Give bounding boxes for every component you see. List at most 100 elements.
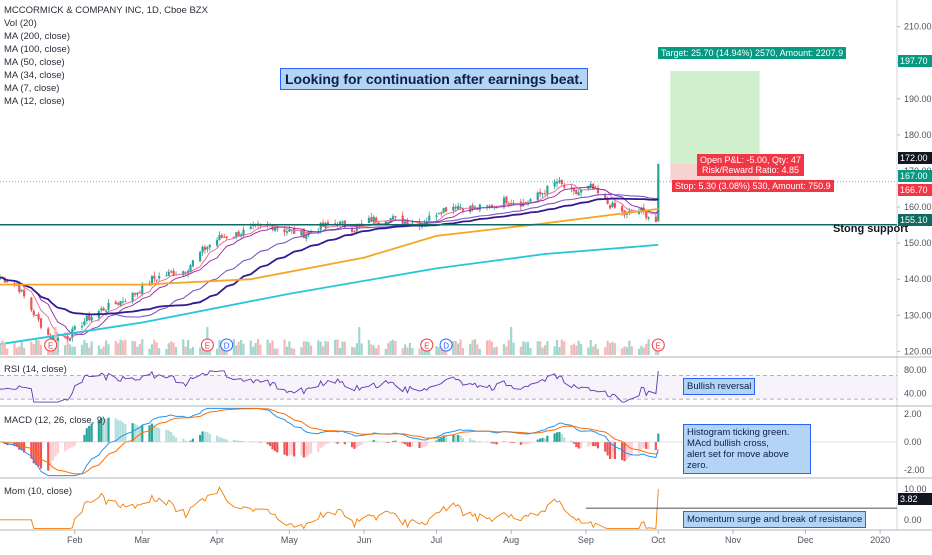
macd-histogram-bar [283, 442, 285, 455]
candle-body [575, 190, 577, 194]
candle-body [250, 227, 252, 229]
volume-bar [469, 344, 471, 355]
volume-bar [327, 342, 329, 355]
indicator-ma200[interactable]: MA (200, close) [4, 30, 208, 43]
volume-bar [324, 341, 326, 355]
macd-histogram-bar [47, 442, 49, 471]
price-tick-label-6: 180.00 [904, 130, 932, 140]
volume-bar [479, 349, 481, 355]
macd-histogram-bar [209, 434, 211, 442]
mom-annotation[interactable]: Momentum surge and break of resistance [683, 511, 866, 528]
volume-bar [375, 348, 377, 355]
volume-bar [626, 347, 628, 355]
candle-body [505, 197, 507, 204]
volume-bar [250, 341, 252, 355]
volume-bar [493, 348, 495, 355]
event-marker-letter: E [656, 342, 661, 351]
candle-body [392, 216, 394, 219]
rsi-pane-title[interactable]: RSI (14, close) [4, 364, 67, 375]
target-tag[interactable]: Target: 25.70 (14.94%) 2570, Amount: 220… [658, 47, 846, 59]
ma34-line [0, 194, 658, 317]
indicator-ma50[interactable]: MA (50, close) [4, 56, 208, 69]
candle-body [201, 247, 203, 253]
main-annotation[interactable]: Looking for continuation after earnings … [280, 68, 588, 90]
macd-histogram-bar [115, 418, 117, 442]
macd-histogram-bar [597, 442, 599, 448]
volume-bar [269, 343, 271, 355]
macd-tick-label-2: -2.00 [904, 465, 925, 475]
candle-body [209, 245, 211, 247]
candle-body [86, 316, 88, 321]
macd-annotation[interactable]: Histogram ticking green. MAcd bullish cr… [683, 424, 811, 474]
volume-bar [541, 348, 543, 355]
volume-bar [353, 348, 355, 355]
volume-bar [510, 327, 512, 355]
volume-bar [117, 343, 119, 355]
candle-body [165, 275, 167, 276]
volume-bar [286, 347, 288, 355]
volume-bar [252, 346, 254, 355]
volume-bar [235, 345, 237, 355]
rsi-annotation[interactable]: Bullish reversal [683, 378, 755, 395]
candle-body [544, 193, 546, 194]
volume-group [0, 327, 659, 355]
macd-histogram-bar [587, 442, 589, 447]
macd-histogram-bar [657, 434, 659, 442]
volume-bar [30, 342, 32, 355]
macd-histogram-bar [324, 442, 326, 444]
volume-bar [13, 343, 15, 355]
candle-body [199, 252, 201, 261]
macd-histogram-bar [452, 435, 454, 442]
price-label-entry: 172.00 [898, 152, 932, 164]
volume-bar [621, 348, 623, 355]
volume-bar [189, 348, 191, 355]
mom-pane-title[interactable]: Mom (10, close) [4, 486, 72, 497]
indicator-ma7[interactable]: MA (7, close) [4, 82, 208, 95]
candle-body [105, 310, 107, 311]
candle-body [486, 206, 488, 207]
macd-histogram-bar [539, 439, 541, 442]
indicator-ma12[interactable]: MA (12, close) [4, 95, 208, 108]
volume-bar [513, 343, 515, 355]
volume-bar [158, 348, 160, 355]
macd-pane-title[interactable]: MACD (12, 26, close, 9) [4, 415, 105, 426]
volume-bar [645, 344, 647, 355]
candle-body [537, 192, 539, 200]
macd-histogram-bar [86, 428, 88, 442]
candle-body [621, 206, 623, 211]
volume-bar [141, 339, 143, 355]
volume-bar [394, 341, 396, 355]
macd-histogram-bar [445, 436, 447, 442]
volume-bar [561, 340, 563, 355]
candle-body [541, 193, 543, 194]
volume-bar [240, 340, 242, 355]
volume-bar [119, 340, 121, 355]
indicator-ma34[interactable]: MA (34, close) [4, 69, 208, 82]
volume-bar [402, 348, 404, 355]
volume-bar [406, 347, 408, 355]
stop-tag[interactable]: Stop: 5.30 (3.08%) 530, Amount: 750.9 [672, 180, 834, 192]
macd-histogram-bar [404, 442, 406, 444]
indicator-ma100[interactable]: MA (100, close) [4, 43, 208, 56]
pnl-tag[interactable]: Open P&L: -5.00, Qty: 47 Risk/Reward Rat… [697, 154, 804, 176]
candle-body [529, 199, 531, 201]
macd-histogram-bar [221, 438, 223, 442]
macd-histogram-bar [206, 432, 208, 442]
candle-body [387, 222, 389, 223]
time-tick-label-5: Jul [431, 535, 443, 545]
time-tick-label-6: Aug [503, 535, 519, 545]
volume-bar [153, 340, 155, 355]
macd-histogram-bar [308, 442, 310, 455]
candle-body [206, 247, 208, 249]
volume-bar [81, 345, 83, 355]
symbol-title[interactable]: MCCORMICK & COMPANY INC, 1D, Cboe BZX [4, 4, 208, 17]
macd-histogram-bar [409, 442, 411, 447]
volume-bar [334, 340, 336, 355]
macd-histogram-bar [556, 432, 558, 442]
macd-annotation-line-1: Histogram ticking green. [687, 427, 807, 438]
indicator-vol[interactable]: Vol (20) [4, 17, 208, 30]
macd-histogram-bar [201, 431, 203, 442]
macd-histogram-bar [74, 442, 76, 446]
price-label-stop: 166.70 [898, 184, 932, 196]
macd-histogram-bar [546, 436, 548, 442]
